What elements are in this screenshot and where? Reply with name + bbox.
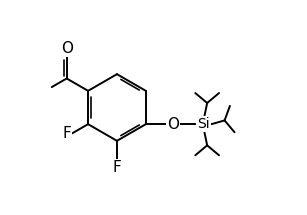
Text: Si: Si: [197, 117, 210, 131]
Text: F: F: [62, 126, 71, 141]
Text: O: O: [167, 117, 179, 132]
Text: F: F: [113, 160, 121, 175]
Text: O: O: [61, 41, 73, 56]
